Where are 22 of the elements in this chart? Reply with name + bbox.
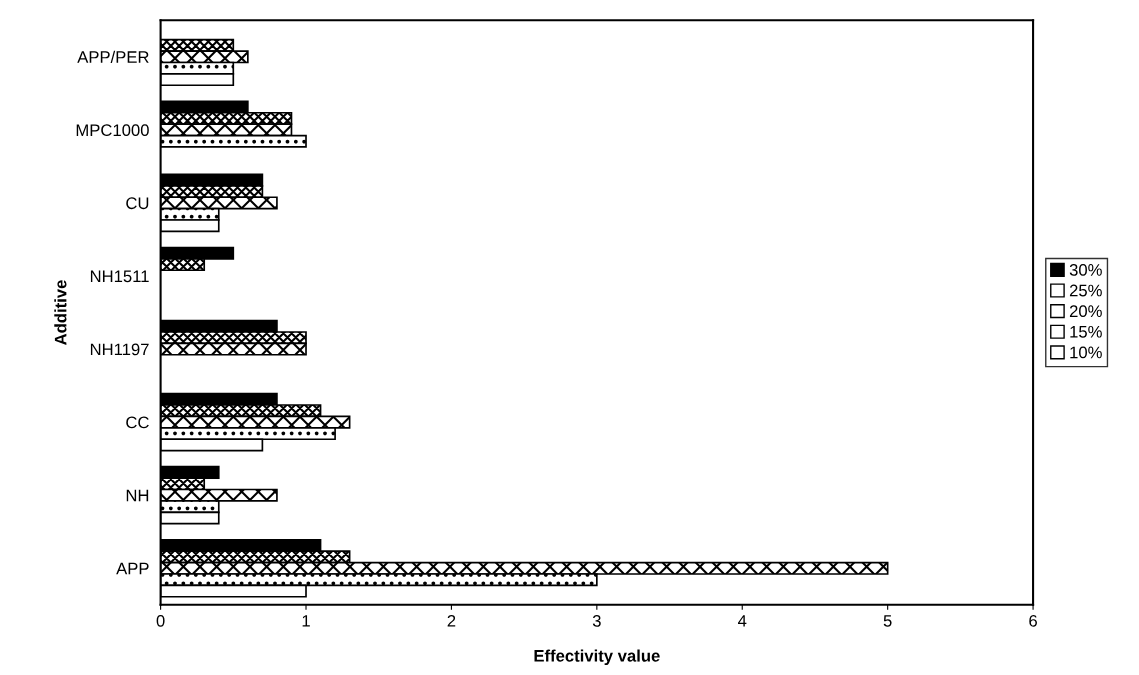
x-tick-label: 6 <box>1029 614 1037 627</box>
x-tick-label: 1 <box>302 615 310 627</box>
x-tick-label: 3 <box>592 614 601 627</box>
y-tick-label: NH <box>126 489 149 502</box>
y-tick-label: CU <box>126 197 149 210</box>
y-tick-label: APP <box>116 562 149 575</box>
legend-label: 10% <box>1070 346 1102 359</box>
x-tick-label: 0 <box>156 614 165 627</box>
x-tick-label: 2 <box>447 614 456 627</box>
x-tick-label: 4 <box>738 615 747 627</box>
y-tick-label: NH1197 <box>90 343 149 356</box>
y-tick-label: APP/PER <box>77 50 149 63</box>
legend-label: 15% <box>1070 325 1102 338</box>
legend-label: 30% <box>1069 263 1102 276</box>
x-tick-label: 5 <box>883 615 892 627</box>
y-tick-label: MPC1000 <box>76 124 149 137</box>
y-tick-label: CC <box>126 416 149 429</box>
legend-label: 20% <box>1069 305 1102 318</box>
legend-label: 25% <box>1069 284 1102 297</box>
y-tick-label: NH1511 <box>90 270 149 283</box>
y-axis-title: Additive <box>54 280 67 345</box>
x-axis-title: Effectivity value <box>534 649 660 666</box>
